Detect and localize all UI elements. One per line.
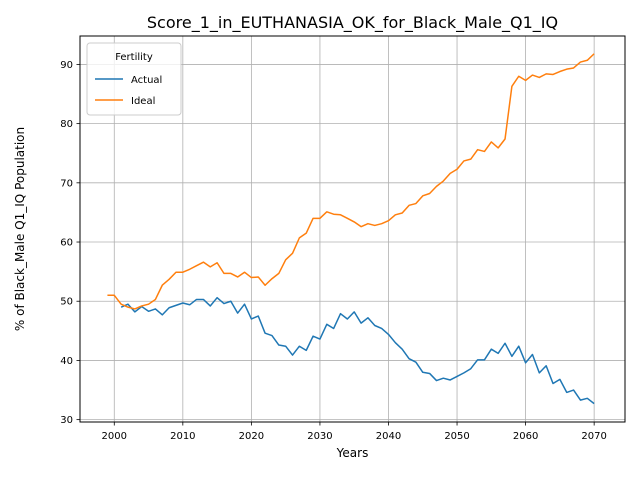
legend-title: Fertility — [115, 52, 153, 63]
x-axis-ticks: 2000 2010 2020 2030 2040 2050 2060 2070 — [102, 422, 607, 442]
gridlines — [80, 36, 625, 422]
series-line-ideal — [107, 53, 595, 310]
plot-frame — [79, 35, 626, 423]
y-tick-label: 80 — [60, 119, 73, 130]
y-tick-label: 60 — [60, 238, 73, 249]
y-tick-label: 40 — [60, 356, 73, 367]
x-tick-label: 2050 — [444, 431, 469, 442]
y-tick-label: 90 — [60, 60, 73, 71]
legend: Fertility Actual Ideal — [86, 42, 182, 116]
chart-title: Score_1_in_EUTHANASIA_OK_for_Black_Male_… — [147, 13, 558, 33]
x-tick-label: 2060 — [513, 431, 538, 442]
y-axis-ticks: 30 40 50 60 70 80 90 — [60, 60, 80, 426]
legend-label-actual: Actual — [131, 75, 162, 86]
legend-label-ideal: Ideal — [131, 96, 155, 107]
x-tick-label: 2000 — [102, 431, 127, 442]
x-tick-label: 2010 — [170, 431, 195, 442]
y-tick-label: 30 — [60, 415, 73, 426]
x-tick-label: 2030 — [307, 431, 332, 442]
series-lines — [107, 53, 595, 405]
x-tick-label: 2040 — [376, 431, 401, 442]
x-tick-label: 2020 — [239, 431, 264, 442]
y-tick-label: 50 — [60, 297, 73, 308]
x-axis-label: Years — [336, 446, 369, 460]
series-line-actual — [120, 296, 595, 405]
y-axis-label: % of Black_Male Q1_IQ Population — [13, 127, 27, 331]
legend-box — [86, 42, 182, 116]
y-tick-label: 70 — [60, 178, 73, 189]
x-tick-label: 2070 — [581, 431, 606, 442]
